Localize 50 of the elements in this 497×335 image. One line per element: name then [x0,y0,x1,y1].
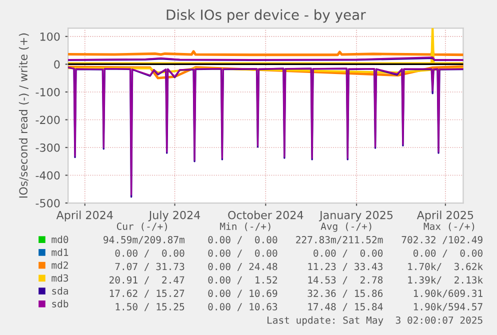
text: 1.90k/609.31 [414,289,482,298]
legend-label: md2 [52,261,68,269]
text: 11.23 / 33.43 [308,262,382,271]
x-tick-label: April 2024 [56,210,113,222]
line-series [68,65,464,80]
x-tick-label: July 2024 [148,210,200,222]
y-tick-label: -100 [36,88,60,96]
text: 0.00 / 0.00 [115,249,184,258]
text: 7.07 / 31.73 [115,262,184,271]
text: 0.00 / 1.52 [208,276,277,284]
y-tick-label: 0 [54,60,60,69]
text: 17.62 / 15.27 [110,290,184,298]
text: 20.91 / 2.47 [110,276,184,284]
text: 17.48 / 15.84 [308,303,383,312]
text: 1.90k/594.57 [414,302,482,312]
text: 702.32 /102.49 [402,236,482,244]
text: Min (-/+) [220,222,270,232]
y-tick-label: -300 [36,143,60,152]
text: Avg (-/+) [320,222,372,232]
text: 32.36 / 15.86 [308,290,383,298]
legend-label: md1 [52,248,68,256]
text: 0.00 / 10.69 [208,290,278,298]
text: 0.00 / 0.00 [208,249,278,258]
text: 1.50 / 15.25 [116,303,184,312]
text: 0.00 / 0.00 [413,249,482,258]
text: 0.00 / 24.48 [208,262,278,271]
x-tick-label: October 2024 [228,210,304,220]
text: 94.59m/209.87m [104,236,184,244]
legend-label: md3 [52,274,68,282]
text: 0.00 / 10.63 [208,303,278,312]
text: 0.00 / 0.00 [208,236,278,244]
legend-label: md0 [52,236,68,244]
legend-label: sda [52,287,68,295]
y-tick-label: 100 [40,32,60,41]
text: Max (-/+) [424,222,474,232]
text: 227.83m/211.52m [296,236,383,244]
text: 14.53 / 2.78 [308,276,383,284]
x-tick-label: January 2025 [318,210,393,222]
text: 0.00 / 0.00 [314,249,383,258]
legend-label: sdb [52,300,68,308]
y-axis-title: IOs/second read (-) / write (+) [18,33,29,198]
chart-title: Disk IOs per device - by year [166,9,366,23]
x-tick-label: April 2025 [416,210,474,222]
y-tick-label: -500 [36,198,60,208]
text: 1.39k/ 2.13k [408,276,483,284]
text: Cur (-/+) [116,222,167,232]
y-tick-label: -400 [36,171,60,180]
text: 1.70k/ 3.62k [408,262,483,271]
text: Last update: Sat May 3 02:00:07 2025 [268,316,482,326]
y-tick-label: -200 [36,116,60,124]
